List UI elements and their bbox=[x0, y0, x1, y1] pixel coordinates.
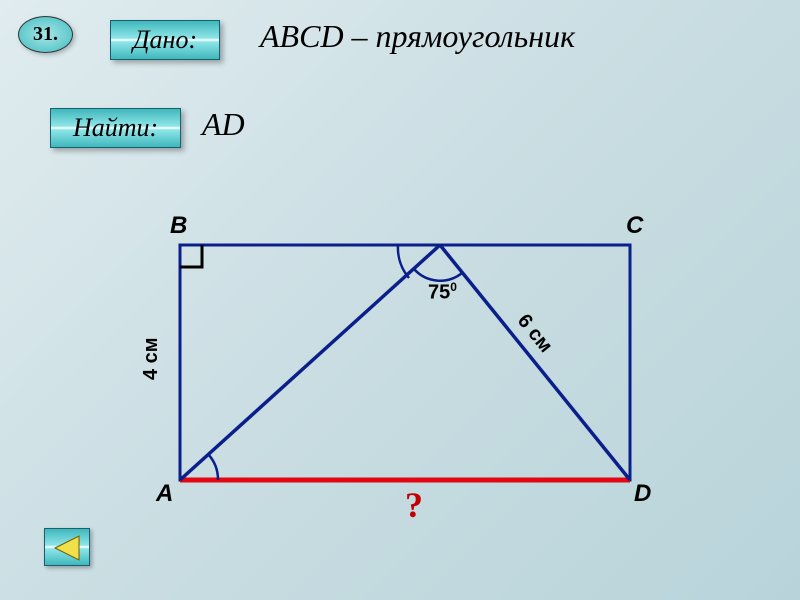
rectangle-abcd bbox=[180, 245, 630, 480]
angle-deg: 0 bbox=[450, 280, 457, 294]
vertex-b: B bbox=[170, 212, 187, 240]
nav-back-button[interactable] bbox=[44, 528, 90, 566]
angle-75: 750 bbox=[428, 280, 457, 305]
vertex-c: C bbox=[626, 212, 643, 240]
right-angle-b bbox=[180, 245, 202, 267]
segment-pd bbox=[440, 245, 630, 480]
triangle-left-icon bbox=[45, 529, 91, 567]
geometry-diagram bbox=[0, 0, 800, 600]
vertex-d: D bbox=[634, 480, 651, 508]
segment-ap bbox=[180, 245, 440, 480]
vertex-a: A bbox=[156, 480, 173, 508]
angle-arc-p-inner bbox=[414, 269, 462, 281]
question-mark: ? bbox=[405, 484, 423, 526]
angle-value: 75 bbox=[428, 282, 450, 304]
label-ab: 4 см bbox=[140, 337, 163, 380]
question-text: ? bbox=[405, 485, 423, 525]
angle-arc-a bbox=[208, 454, 218, 480]
